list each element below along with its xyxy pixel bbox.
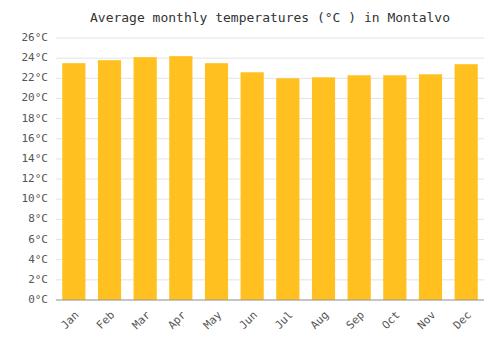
grid-line [56,300,484,301]
y-tick-label: 16°C [22,132,49,145]
x-tick-label: Apr [165,308,189,332]
y-tick-label: 24°C [22,51,49,64]
x-tick-label: Oct [379,309,402,332]
x-tick-label: Dec [451,309,474,332]
x-tick-label: Jan [58,309,81,332]
x-tick-label: Sep [344,309,367,332]
x-tick-label: Jul [272,309,295,332]
x-tick-label: Feb [94,309,117,332]
bar [312,77,335,300]
x-tick-label: Aug [308,309,331,332]
chart-root: 0°C 2°C 4°C 6°C 8°C 10°C 12°C 14°C 16°C 18°C 20°C 2… [0,0,500,350]
bar [241,72,264,300]
bar [383,75,406,300]
x-tick-label: Mar [130,308,154,332]
y-tick-label: 20°C [22,91,49,104]
bar [455,64,478,300]
x-tick-label: May [201,308,225,332]
y-tick-label: 12°C [22,172,49,185]
y-tick-label: 4°C [28,253,48,266]
bar [134,57,157,300]
title: Average monthly temperatures (°C ) in Mo… [90,10,450,25]
x-tick-label: Jun [237,309,260,332]
grid-line [56,38,484,39]
bars [62,56,478,300]
y-tick-label: 8°C [28,212,48,225]
y-tick-label: 0°C [28,293,48,306]
x-axis-line [56,300,484,301]
y-tick-label: 2°C [28,273,48,286]
x-tick-label: Nov [415,308,439,332]
y-tick-labels: 0°C 2°C 4°C 6°C 8°C 10°C 12°C 14°C 16°C 18°C 20°C 2… [22,31,49,306]
y-tick-label: 10°C [22,192,49,205]
chart: 0°C 2°C 4°C 6°C 8°C 10°C 12°C 14°C 16°C 18°C 20°C 2… [0,0,500,350]
y-tick-label: 14°C [22,152,49,165]
y-tick-label: 6°C [28,233,48,246]
bar [98,60,121,300]
bar [276,78,299,300]
grid-line [56,58,484,59]
y-tick-label: 22°C [22,71,49,84]
y-tick-label: 26°C [22,31,49,44]
y-grid [56,38,484,300]
y-tick-label: 18°C [22,112,49,125]
bar [205,63,228,300]
x-tick-labels: Jan Feb Mar Apr May Jun Jul Aug Sep Oct Nov Dec [58,308,474,332]
bar [419,74,442,300]
bar [169,56,192,300]
bar [62,63,85,300]
bar [348,75,371,300]
